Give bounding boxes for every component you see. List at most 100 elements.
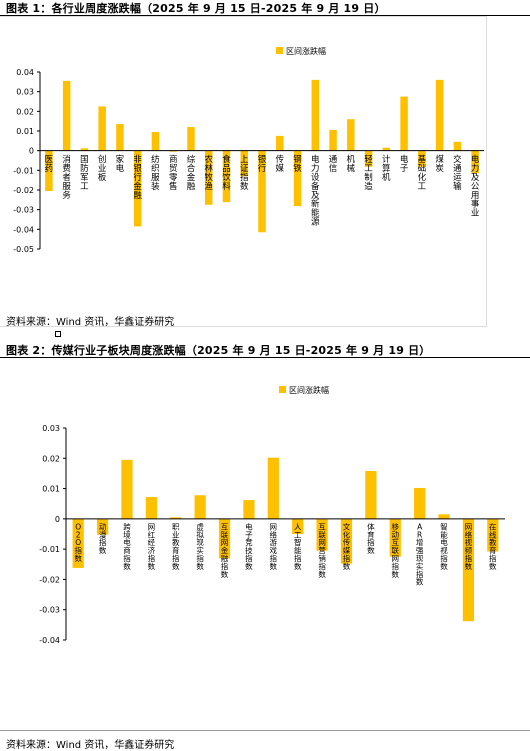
svg-text:数: 数 <box>367 545 375 555</box>
svg-text:数: 数 <box>123 561 131 571</box>
svg-text:电: 电 <box>471 154 480 165</box>
svg-text:备: 备 <box>311 181 320 192</box>
svg-text:指: 指 <box>196 553 204 563</box>
svg-text:国: 国 <box>80 155 89 165</box>
svg-text:设: 设 <box>311 172 320 183</box>
svg-text:服: 服 <box>151 173 160 183</box>
svg-text:数: 数 <box>318 569 326 579</box>
svg-text:织: 织 <box>151 163 160 174</box>
svg-text:银: 银 <box>133 163 142 174</box>
svg-text:业: 业 <box>471 208 480 219</box>
svg-text:指: 指 <box>240 172 249 183</box>
svg-text:育: 育 <box>489 545 497 555</box>
figure2-source: 资料来源：Wind 资讯，华鑫证券研究 <box>6 740 175 751</box>
svg-text:视: 视 <box>440 545 448 555</box>
bar <box>462 518 475 622</box>
y-tick-label: -0.03 <box>13 206 34 215</box>
svg-text:数: 数 <box>99 545 107 555</box>
y-tick-label: -0.04 <box>39 636 60 645</box>
svg-text:机: 机 <box>382 172 391 183</box>
svg-text:跨: 跨 <box>123 522 131 531</box>
svg-text:药: 药 <box>45 163 54 174</box>
figure1-title: 图表 1：各行业周度涨跌幅（2025 年 9 月 15 日-2025 年 9 月… <box>6 2 386 15</box>
svg-text:指: 指 <box>416 569 424 579</box>
svg-text:频: 频 <box>465 545 473 555</box>
svg-text:用: 用 <box>471 191 480 201</box>
bar <box>151 131 160 151</box>
svg-text:数: 数 <box>465 561 473 571</box>
svg-text:络: 络 <box>270 529 278 539</box>
bar <box>382 147 391 151</box>
svg-text:指: 指 <box>343 553 351 563</box>
bar <box>98 106 106 151</box>
x-category-label: 机械 <box>347 154 356 174</box>
bar <box>364 150 373 167</box>
svg-text:游: 游 <box>270 537 278 547</box>
svg-text:指: 指 <box>221 561 229 571</box>
svg-text:虚: 虚 <box>196 521 204 531</box>
svg-text:O: O <box>75 522 81 531</box>
svg-text:商: 商 <box>169 154 178 165</box>
svg-text:指: 指 <box>99 537 107 547</box>
svg-text:媒: 媒 <box>343 546 351 555</box>
bar <box>187 127 195 151</box>
bar <box>316 518 328 551</box>
svg-text:网: 网 <box>465 522 473 531</box>
svg-text:济: 济 <box>148 545 156 555</box>
svg-text:工: 工 <box>294 530 302 539</box>
bar <box>267 457 279 519</box>
svg-text:电: 电 <box>400 154 409 165</box>
bar <box>365 471 377 519</box>
x-category-label: 家电 <box>116 154 125 174</box>
svg-text:拟: 拟 <box>196 529 204 539</box>
svg-text:数: 数 <box>240 181 249 192</box>
svg-text:戏: 戏 <box>270 545 278 555</box>
svg-text:强: 强 <box>416 546 424 555</box>
legend-swatch <box>276 47 283 54</box>
svg-text:传: 传 <box>343 537 351 547</box>
svg-text:消: 消 <box>62 154 71 165</box>
svg-text:电: 电 <box>116 163 125 174</box>
svg-text:数: 数 <box>392 569 400 579</box>
x-category-label: 银行 <box>258 154 267 174</box>
x-category-label: 医药 <box>45 155 54 174</box>
svg-text:林: 林 <box>204 163 213 174</box>
bar <box>311 79 320 151</box>
svg-text:境: 境 <box>123 529 131 539</box>
bar <box>418 150 426 167</box>
y-tick-label: -0.05 <box>13 245 34 254</box>
svg-text:互: 互 <box>221 522 229 531</box>
svg-text:械: 械 <box>347 163 356 174</box>
x-category-label: 创业板 <box>98 154 107 183</box>
svg-text:A: A <box>417 522 423 531</box>
bar <box>471 150 479 174</box>
bar <box>438 514 450 519</box>
figure1-chart-frame <box>0 16 487 327</box>
svg-text:数: 数 <box>196 561 204 571</box>
svg-text:工: 工 <box>418 182 427 192</box>
y-tick-label: 0.02 <box>16 107 34 116</box>
svg-text:渔: 渔 <box>204 181 213 192</box>
svg-text:数: 数 <box>172 561 180 571</box>
bar <box>414 487 426 519</box>
svg-text:煤: 煤 <box>435 154 444 165</box>
y-tick-label: -0.03 <box>39 606 60 615</box>
svg-text:指: 指 <box>74 545 82 555</box>
svg-text:行: 行 <box>133 172 142 183</box>
svg-text:造: 造 <box>364 181 373 192</box>
svg-text:网: 网 <box>392 554 400 563</box>
svg-text:能: 能 <box>294 545 302 555</box>
bar <box>435 79 444 151</box>
svg-text:农: 农 <box>204 154 213 165</box>
bar <box>62 80 71 151</box>
bar <box>389 518 401 557</box>
bar <box>258 150 266 233</box>
